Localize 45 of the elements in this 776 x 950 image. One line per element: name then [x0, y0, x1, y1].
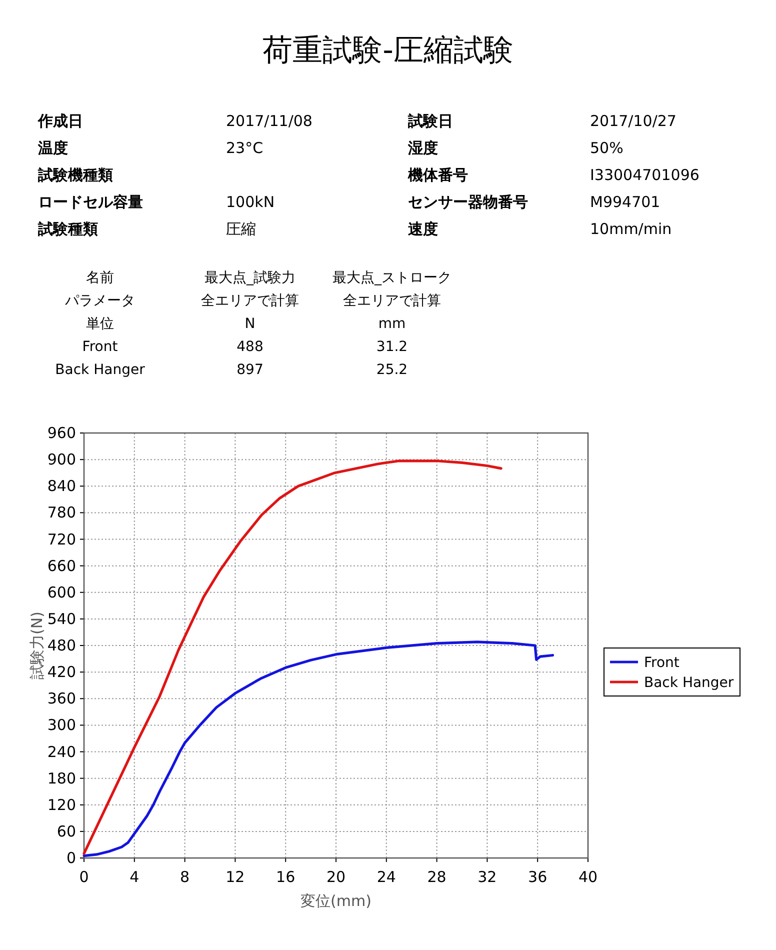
x-tick-label: 36 [528, 868, 548, 886]
y-tick-label: 960 [47, 424, 76, 442]
x-tick-label: 40 [578, 868, 598, 886]
y-tick-label: 60 [56, 822, 76, 840]
y-tick-label: 480 [47, 636, 76, 654]
text: Front 488 31.2 [82, 339, 408, 355]
text: 作成日 2017/11/08 試験日 2017/10/27 [38, 112, 676, 130]
x-axis-title: 変位(mm) [300, 892, 372, 910]
y-tick-label: 360 [47, 690, 76, 708]
text: 単位 N mm [86, 316, 406, 332]
x-tick-label: 24 [376, 868, 396, 886]
y-tick-label: 780 [47, 504, 76, 522]
legend-label: Front [644, 655, 680, 671]
text: 名前 最大点_試験力 最大点_ストローク [86, 270, 452, 286]
x-tick-label: 4 [130, 868, 140, 886]
x-tick-label: 28 [427, 868, 446, 886]
y-tick-label: 120 [47, 796, 76, 814]
line-series [82, 640, 554, 858]
x-tick-label: 16 [276, 868, 296, 886]
text: ロードセル容量 100kN センサー器物番号 M994701 [38, 193, 660, 211]
text: 試験種類 圧縮 速度 10mm/min [38, 220, 672, 238]
text: パラメータ 全エリアで計算 全エリアで計算 [65, 293, 441, 309]
y-tick-label: 840 [47, 477, 76, 496]
x-tick-label: 32 [478, 868, 497, 886]
x-tick-label: 12 [226, 868, 245, 886]
text: 試験機種類 機体番号 I33004701096 [38, 166, 700, 184]
y-tick-label: 0 [66, 849, 76, 867]
legend-label: Back Hanger [644, 675, 734, 691]
y-tick-label: 900 [47, 450, 76, 469]
y-tick-label: 300 [47, 716, 76, 734]
text: Back Hanger 897 25.2 [55, 362, 408, 378]
y-tick-label: 180 [47, 769, 76, 788]
text: 温度 23°C 湿度 50% [38, 139, 624, 157]
y-tick-label: 540 [47, 610, 76, 628]
x-tick-label: 0 [79, 868, 89, 886]
y-axis-title: 試験力(N) [28, 612, 46, 680]
chart-title: 荷重試験-圧縮試験 [262, 33, 514, 68]
y-tick-label: 420 [47, 663, 76, 682]
y-tick-label: 720 [47, 530, 76, 548]
x-tick-label: 20 [326, 868, 346, 886]
y-tick-label: 600 [47, 583, 76, 602]
line-series [82, 460, 502, 855]
y-tick-label: 240 [47, 742, 76, 761]
x-tick-label: 8 [180, 868, 190, 886]
y-tick-label: 660 [47, 556, 76, 575]
